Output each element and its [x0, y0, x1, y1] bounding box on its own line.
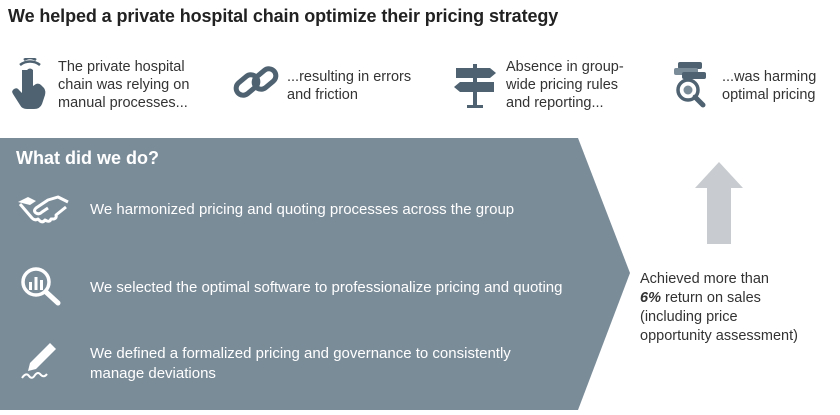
problem-text-4: ...was harming optimal pricing	[722, 69, 817, 103]
chain-link-icon	[233, 66, 279, 98]
touch-hand-icon	[12, 58, 46, 109]
up-arrow-icon	[695, 162, 743, 244]
action-text-1: We harmonized pricing and quoting proces…	[90, 201, 515, 218]
action-text-2: We selected the optimal software to prof…	[90, 279, 563, 296]
signpost-icon	[454, 64, 496, 108]
result-text: Achieved more than 6% return on sales (i…	[640, 270, 835, 346]
analytics-magnifier-icon	[21, 267, 61, 306]
handshake-icon	[18, 195, 69, 224]
magnifier-coins-icon	[674, 62, 706, 108]
result-line-highlight: 6% return on sales	[640, 290, 761, 306]
result-highlight: 6%	[640, 290, 661, 306]
problem-text-3: Absence in group- wide pricing rules and…	[506, 59, 624, 111]
action-text-3: We defined a formalized pricing and gove…	[90, 345, 511, 382]
problem-text-1: The private hospital chain was relying o…	[58, 59, 190, 111]
page-title: We helped a private hospital chain optim…	[8, 6, 559, 26]
problem-text-2: ...resulting in errors and friction	[287, 69, 412, 103]
pen-signature-icon	[21, 343, 56, 379]
actions-heading: What did we do?	[16, 148, 159, 168]
